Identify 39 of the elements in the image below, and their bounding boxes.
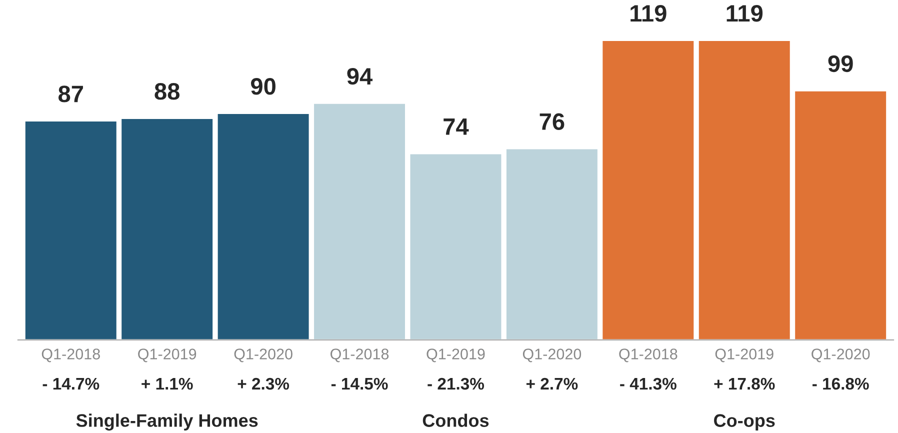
text: + 2.3%: [238, 378, 290, 390]
x-tick-label: Q1-2019: [138, 348, 196, 362]
data-label: 119: [726, 5, 763, 22]
text: - 21.3%: [428, 378, 484, 390]
x-tick-label: Q1-2020: [812, 348, 870, 362]
text: - 16.8%: [812, 378, 869, 390]
x-tick-label: Q1-2019: [426, 348, 485, 362]
text: Co-ops: [714, 414, 775, 431]
x-tick-label: Q1-2018: [42, 348, 100, 362]
x-tick-label: Q1-2018: [330, 348, 389, 362]
data-label: 87: [58, 86, 83, 102]
text: Single-Family Homes: [76, 414, 258, 431]
bar: [408, 152, 503, 340]
data-label: 99: [828, 55, 853, 72]
text: - 14.5%: [331, 378, 388, 390]
bar: [120, 118, 214, 340]
bar: [698, 40, 792, 340]
text: + 2.7%: [526, 378, 578, 390]
text: - 41.3%: [620, 378, 676, 390]
text: + 1.1%: [142, 378, 193, 390]
bar: [24, 120, 118, 340]
data-label: 76: [540, 113, 564, 130]
data-label: 94: [347, 68, 373, 85]
text: - 14.7%: [42, 378, 100, 390]
x-tick-label: Q1-2018: [619, 348, 678, 362]
x-tick-label: Q1-2020: [234, 348, 292, 362]
bar: [505, 148, 599, 340]
bar: [216, 112, 310, 340]
data-label: 88: [154, 83, 180, 100]
data-label: 74: [444, 118, 469, 135]
bar: [794, 90, 888, 340]
data-label: 90: [250, 78, 276, 95]
bar: [312, 102, 406, 340]
x-tick-label: Q1-2019: [715, 348, 774, 362]
bar: [601, 40, 696, 340]
x-tick-label: Q1-2020: [522, 348, 582, 362]
text: + 17.8%: [714, 378, 775, 390]
text: Condos: [422, 414, 489, 427]
data-label: 119: [630, 5, 666, 22]
